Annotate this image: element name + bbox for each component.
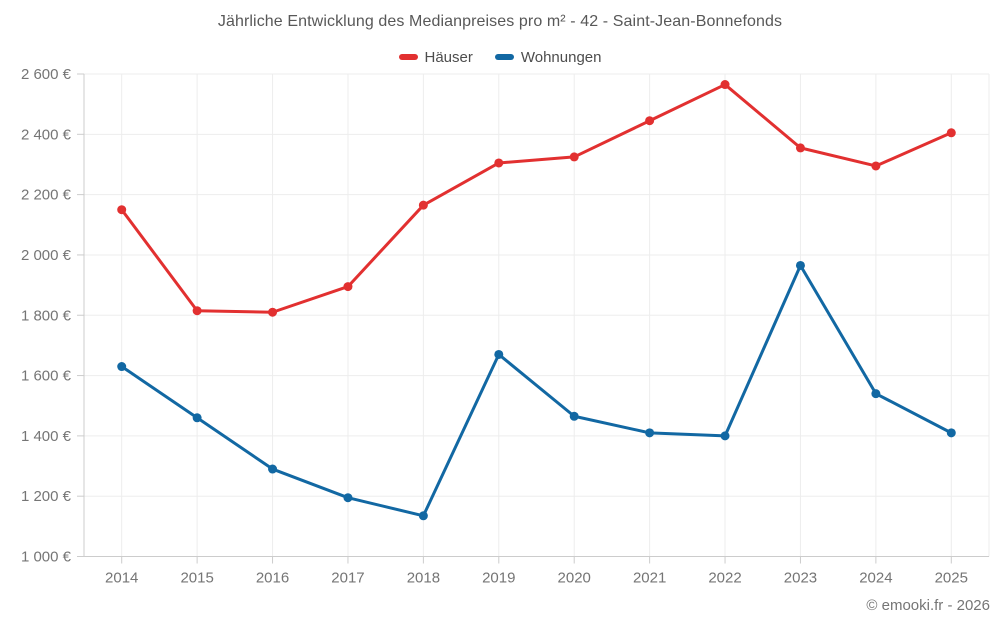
legend-swatch-wohnungen bbox=[494, 54, 514, 60]
svg-text:2021: 2021 bbox=[633, 570, 666, 587]
chart-title: Jährliche Entwicklung des Medianpreises … bbox=[217, 13, 783, 30]
svg-text:2 000 €: 2 000 € bbox=[21, 247, 72, 264]
svg-text:2022: 2022 bbox=[708, 570, 741, 587]
svg-text:2016: 2016 bbox=[256, 570, 289, 587]
svg-text:2023: 2023 bbox=[784, 570, 817, 587]
svg-text:2018: 2018 bbox=[407, 570, 440, 587]
svg-text:2024: 2024 bbox=[859, 570, 892, 587]
svg-text:2017: 2017 bbox=[331, 570, 364, 587]
svg-text:2015: 2015 bbox=[180, 570, 213, 587]
svg-text:2 600 €: 2 600 € bbox=[21, 66, 72, 83]
svg-text:2020: 2020 bbox=[558, 570, 591, 587]
chart-legend: Häuser Wohnungen bbox=[0, 48, 1000, 66]
legend-swatch-haeuser bbox=[398, 54, 418, 60]
svg-text:1 400 €: 1 400 € bbox=[21, 428, 72, 445]
svg-text:1 600 €: 1 600 € bbox=[21, 368, 72, 385]
legend-item-wohnungen[interactable]: Wohnungen bbox=[494, 48, 602, 66]
svg-text:1 000 €: 1 000 € bbox=[21, 549, 72, 566]
legend-label-haeuser: Häuser bbox=[424, 48, 473, 66]
svg-text:1 200 €: 1 200 € bbox=[21, 488, 72, 505]
svg-text:1 800 €: 1 800 € bbox=[21, 307, 72, 324]
svg-text:2025: 2025 bbox=[935, 570, 968, 587]
legend-label-wohnungen: Wohnungen bbox=[520, 48, 602, 66]
chart-credit: © emooki.fr - 2026 bbox=[866, 597, 990, 614]
svg-text:2019: 2019 bbox=[482, 570, 515, 587]
svg-text:2014: 2014 bbox=[105, 570, 138, 587]
svg-text:2 400 €: 2 400 € bbox=[21, 126, 72, 143]
svg-text:2 200 €: 2 200 € bbox=[21, 187, 72, 204]
legend-item-haeuser[interactable]: Häuser bbox=[398, 48, 473, 66]
